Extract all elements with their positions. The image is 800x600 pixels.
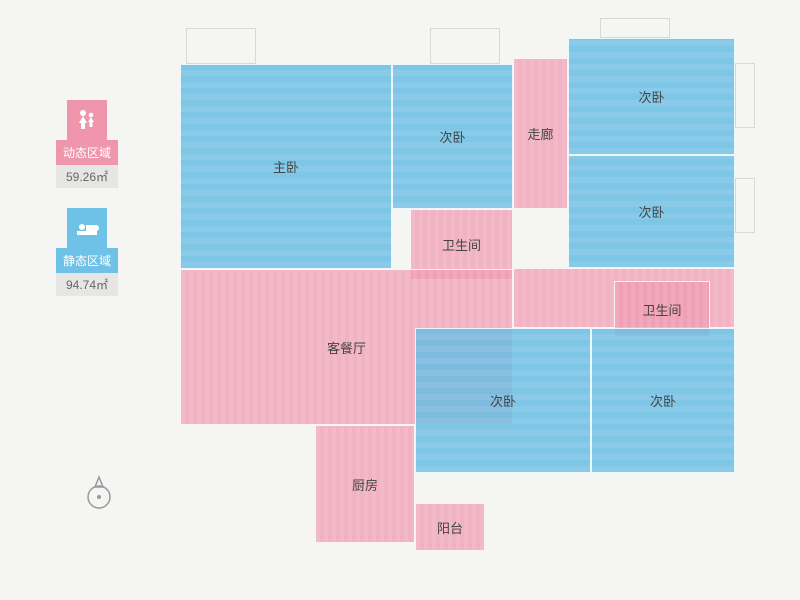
room-master_bed: 主卧 (180, 64, 392, 269)
floor-plan: 主卧次卧走廊次卧次卧卫生间客餐厅卫生间次卧次卧厨房阳台 (180, 28, 755, 573)
wall-bump (735, 63, 755, 128)
legend-dynamic-label: 动态区域 (56, 140, 118, 165)
room-label: 厨房 (352, 475, 378, 494)
room-label: 卫生间 (642, 300, 681, 319)
legend: 动态区域 59.26㎡ 静态区域 94.74㎡ (56, 100, 118, 316)
room-label: 阳台 (437, 518, 463, 537)
room-label: 次卧 (638, 87, 664, 106)
room-label: 次卧 (650, 391, 676, 410)
legend-static-label: 静态区域 (56, 248, 118, 273)
wall-bump (430, 28, 500, 64)
room-label: 次卧 (439, 127, 465, 146)
legend-static-value: 94.74㎡ (56, 273, 118, 296)
room-bed4_r: 次卧 (568, 155, 735, 268)
wall-bump (186, 28, 256, 64)
room-bed3_tr: 次卧 (568, 38, 735, 155)
room-label: 次卧 (490, 391, 516, 410)
legend-dynamic: 动态区域 59.26㎡ (56, 100, 118, 188)
wall-bump (735, 178, 755, 233)
room-label: 主卧 (273, 157, 299, 176)
room-label: 次卧 (638, 202, 664, 221)
bed-icon (67, 208, 107, 248)
people-icon (67, 100, 107, 140)
legend-static: 静态区域 94.74㎡ (56, 208, 118, 296)
compass-icon (84, 475, 114, 511)
room-bed6_br: 次卧 (591, 328, 735, 473)
room-label: 客餐厅 (327, 338, 366, 357)
room-label: 走廊 (527, 124, 553, 143)
wall-bump (600, 18, 670, 38)
room-bed2_top: 次卧 (392, 64, 513, 209)
room-balcony: 阳台 (415, 503, 485, 551)
legend-dynamic-value: 59.26㎡ (56, 165, 118, 188)
room-bed5_bm: 次卧 (415, 328, 591, 473)
room-label: 卫生间 (442, 235, 481, 254)
room-kitchen: 厨房 (315, 425, 415, 543)
room-corridor: 走廊 (513, 58, 568, 209)
